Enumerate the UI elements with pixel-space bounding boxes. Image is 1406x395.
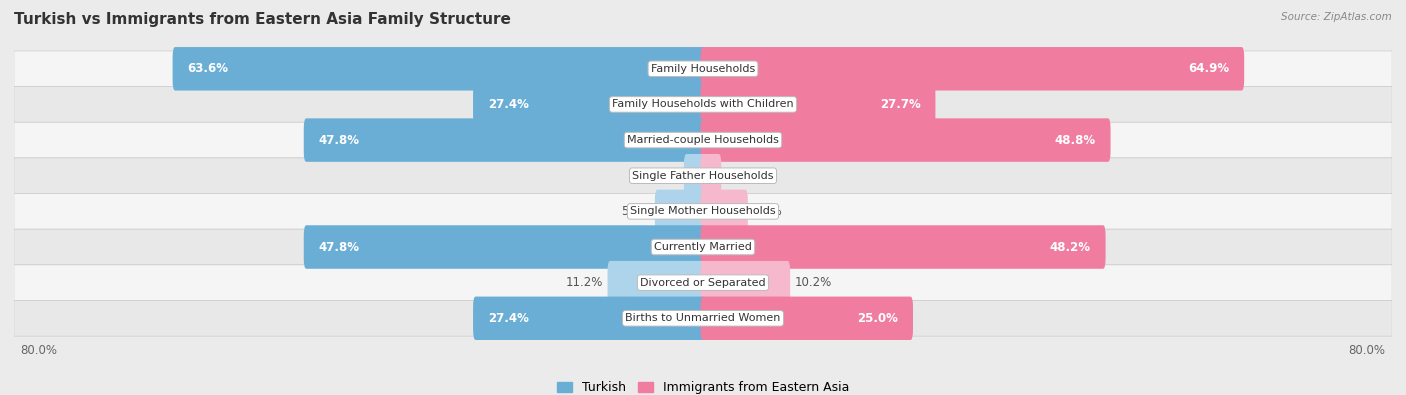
Text: Source: ZipAtlas.com: Source: ZipAtlas.com [1281,12,1392,22]
Text: Family Households: Family Households [651,64,755,74]
Text: Divorced or Separated: Divorced or Separated [640,278,766,288]
FancyBboxPatch shape [700,47,1244,90]
FancyBboxPatch shape [683,154,706,198]
FancyBboxPatch shape [14,265,1392,301]
FancyBboxPatch shape [700,83,935,126]
Text: 27.7%: 27.7% [880,98,921,111]
FancyBboxPatch shape [700,118,1111,162]
Text: 48.8%: 48.8% [1054,134,1095,147]
Text: 47.8%: 47.8% [319,241,360,254]
Text: Turkish vs Immigrants from Eastern Asia Family Structure: Turkish vs Immigrants from Eastern Asia … [14,12,510,27]
Text: 27.4%: 27.4% [488,98,529,111]
Text: 63.6%: 63.6% [187,62,229,75]
FancyBboxPatch shape [14,158,1392,194]
FancyBboxPatch shape [472,83,706,126]
FancyBboxPatch shape [700,225,1105,269]
Text: 10.2%: 10.2% [794,276,831,289]
FancyBboxPatch shape [14,87,1392,122]
Text: 47.8%: 47.8% [319,134,360,147]
FancyBboxPatch shape [304,225,706,269]
Text: 27.4%: 27.4% [488,312,529,325]
Text: 11.2%: 11.2% [567,276,603,289]
FancyBboxPatch shape [14,301,1392,336]
Text: 64.9%: 64.9% [1188,62,1229,75]
FancyBboxPatch shape [14,51,1392,87]
FancyBboxPatch shape [14,122,1392,158]
FancyBboxPatch shape [472,297,706,340]
Text: 5.1%: 5.1% [752,205,782,218]
Text: 2.0%: 2.0% [650,169,679,182]
Text: Currently Married: Currently Married [654,242,752,252]
Text: Single Father Households: Single Father Households [633,171,773,181]
Text: 48.2%: 48.2% [1050,241,1091,254]
FancyBboxPatch shape [14,194,1392,229]
FancyBboxPatch shape [700,190,748,233]
Text: 1.9%: 1.9% [725,169,755,182]
Text: 25.0%: 25.0% [858,312,898,325]
FancyBboxPatch shape [655,190,706,233]
Text: Single Mother Households: Single Mother Households [630,206,776,216]
FancyBboxPatch shape [700,261,790,305]
Text: Births to Unmarried Women: Births to Unmarried Women [626,313,780,324]
Text: Married-couple Households: Married-couple Households [627,135,779,145]
FancyBboxPatch shape [14,229,1392,265]
FancyBboxPatch shape [173,47,706,90]
Text: 5.5%: 5.5% [621,205,651,218]
FancyBboxPatch shape [607,261,706,305]
FancyBboxPatch shape [700,154,721,198]
FancyBboxPatch shape [304,118,706,162]
FancyBboxPatch shape [700,297,912,340]
Legend: Turkish, Immigrants from Eastern Asia: Turkish, Immigrants from Eastern Asia [553,377,853,395]
Text: Family Households with Children: Family Households with Children [612,100,794,109]
